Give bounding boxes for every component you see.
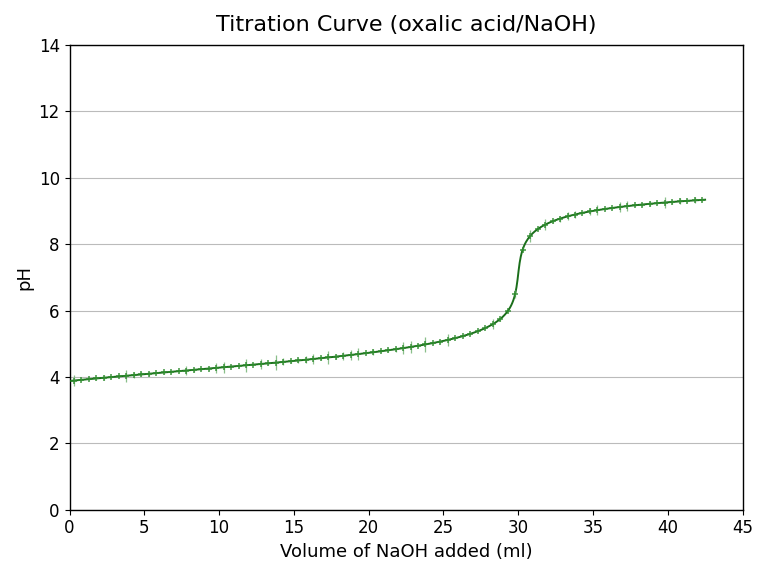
X-axis label: Volume of NaOH added (ml): Volume of NaOH added (ml) (280, 543, 532, 561)
Y-axis label: pH: pH (15, 265, 33, 290)
Title: Titration Curve (oxalic acid/NaOH): Titration Curve (oxalic acid/NaOH) (216, 15, 596, 35)
